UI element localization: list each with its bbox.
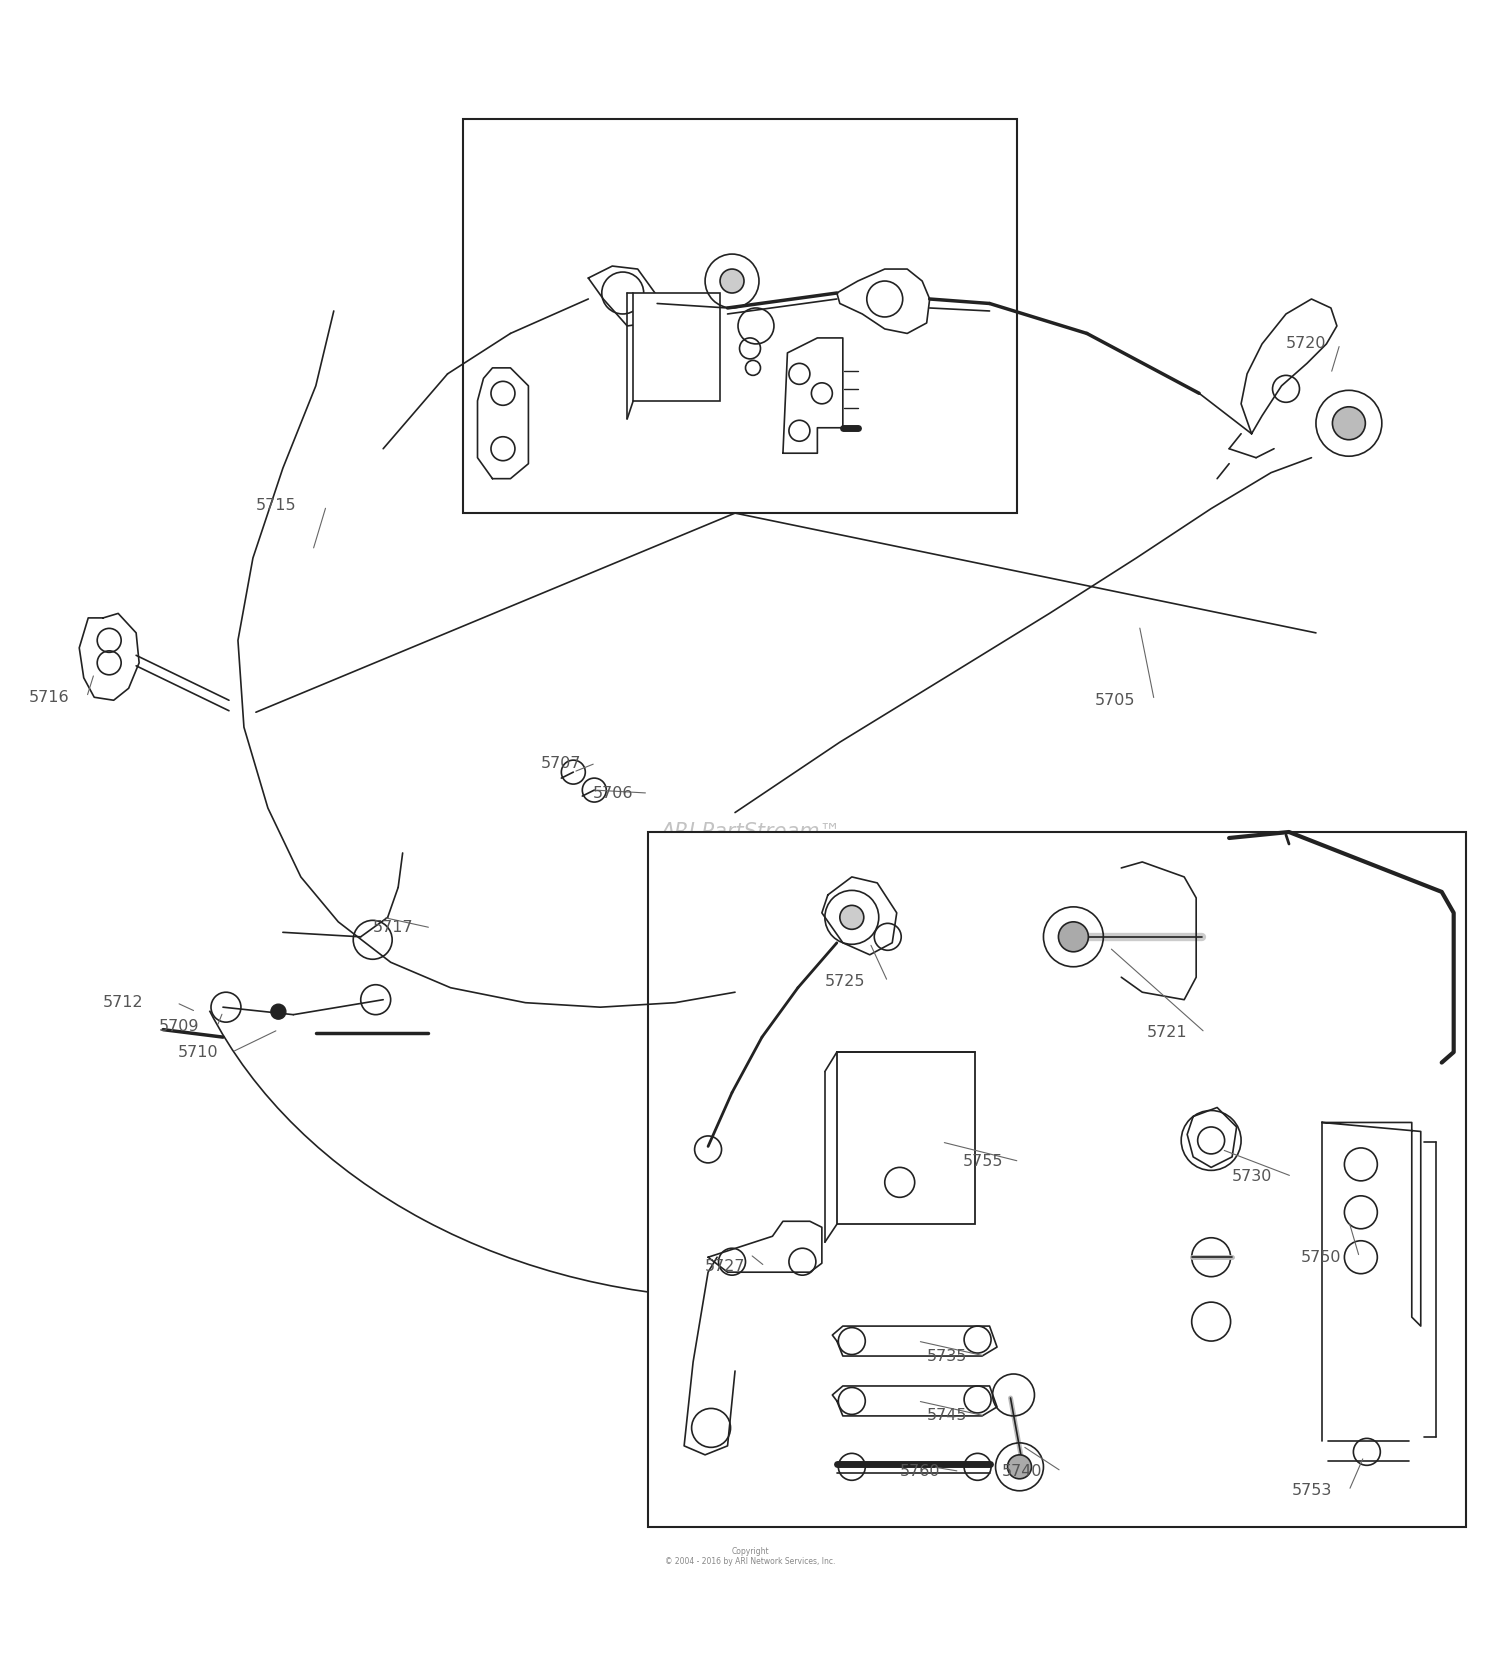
Text: 5721: 5721: [1148, 1025, 1188, 1040]
Text: 5750: 5750: [1300, 1249, 1341, 1264]
Text: 5716: 5716: [28, 690, 69, 705]
Circle shape: [746, 361, 760, 376]
Bar: [633, 292, 720, 401]
Text: 5720: 5720: [1286, 336, 1326, 351]
Circle shape: [1197, 1127, 1224, 1154]
Circle shape: [1008, 1455, 1032, 1480]
Text: 5709: 5709: [159, 1019, 200, 1034]
Text: Copyright
© 2004 - 2016 by ARI Network Services, Inc.: Copyright © 2004 - 2016 by ARI Network S…: [664, 1546, 836, 1566]
Text: 5706: 5706: [592, 785, 633, 800]
Text: 5740: 5740: [1002, 1465, 1042, 1480]
Circle shape: [720, 269, 744, 292]
Circle shape: [1332, 407, 1365, 439]
Circle shape: [840, 905, 864, 929]
Text: 5760: 5760: [900, 1465, 940, 1480]
Text: 5755: 5755: [963, 1154, 1004, 1169]
Text: 5710: 5710: [178, 1045, 219, 1059]
Text: 5727: 5727: [705, 1259, 746, 1274]
Text: 5725: 5725: [825, 974, 866, 989]
Bar: [648, 832, 1466, 1526]
Text: 5730: 5730: [1232, 1169, 1272, 1184]
Text: 5745: 5745: [927, 1408, 968, 1423]
Circle shape: [272, 1004, 286, 1019]
Text: 5712: 5712: [104, 995, 144, 1010]
Text: 5753: 5753: [1292, 1483, 1332, 1498]
Bar: [837, 1052, 975, 1224]
Text: 5717: 5717: [372, 920, 414, 935]
Text: ARI PartStream™: ARI PartStream™: [660, 822, 840, 842]
Bar: [462, 119, 1017, 513]
Text: 5707: 5707: [540, 755, 580, 770]
Text: 5735: 5735: [927, 1349, 968, 1363]
Text: 5705: 5705: [1095, 693, 1136, 708]
Circle shape: [1059, 922, 1089, 952]
Text: 5715: 5715: [256, 498, 297, 513]
